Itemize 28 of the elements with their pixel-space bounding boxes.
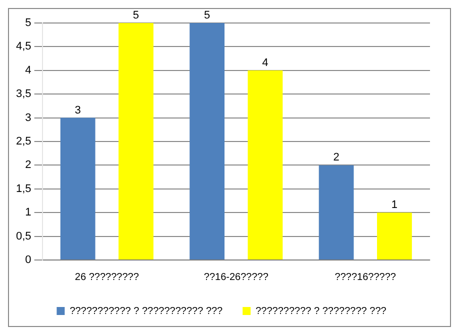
bar <box>248 70 283 260</box>
data-label: 1 <box>391 199 398 212</box>
data-label: 5 <box>132 10 140 22</box>
bar <box>60 118 96 260</box>
data-label: 3 <box>74 104 81 116</box>
y-tick-label: 3,5 <box>16 88 32 100</box>
legend-label: ??????????? ? ??????????? ??? <box>70 306 224 317</box>
x-tick-label: ??16-26????? <box>204 272 269 283</box>
data-label: 5 <box>204 10 210 22</box>
x-tick-label: ????16????? <box>334 272 396 283</box>
y-tick-label: 5 <box>25 17 32 30</box>
y-tick-label: 3 <box>25 112 32 124</box>
data-label: 2 <box>333 152 340 164</box>
y-tick-label: 0 <box>25 254 32 266</box>
y-tick-label: 1 <box>25 206 32 219</box>
y-tick-label: 2 <box>25 159 32 172</box>
y-tick-label: 4 <box>25 64 32 76</box>
y-tick-label: 1,5 <box>16 182 32 195</box>
y-tick-label: 4,5 <box>16 40 32 53</box>
bar <box>318 165 354 260</box>
x-tick-label: 26 ????????? <box>74 272 140 283</box>
legend-label: ?????????? ? ???????? ??? <box>256 306 387 317</box>
bar <box>190 23 225 260</box>
bar <box>377 212 412 260</box>
bar <box>118 23 154 260</box>
data-label: 4 <box>262 56 268 69</box>
y-tick-label: 2,5 <box>16 136 32 148</box>
y-tick-label: 0,5 <box>16 230 32 242</box>
